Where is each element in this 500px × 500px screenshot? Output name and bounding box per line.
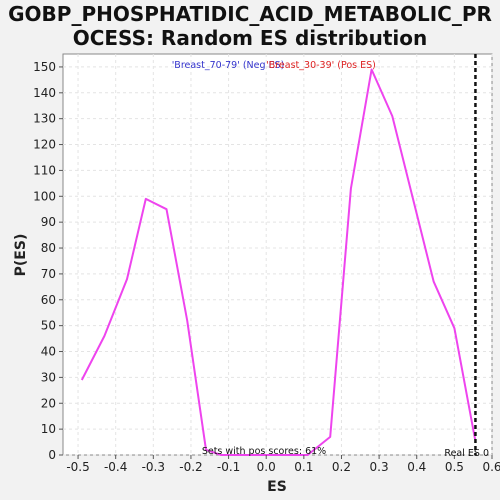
x-axis-label: ES xyxy=(267,479,287,495)
y-tick-label: 130 xyxy=(33,112,56,126)
y-tick-label: 70 xyxy=(41,267,56,281)
chart-title: GOBP_PHOSPHATIDIC_ACID_METABOLIC_PR OCES… xyxy=(0,2,500,50)
x-tick-label: -0.5 xyxy=(66,460,89,474)
y-tick-label: 120 xyxy=(33,138,56,152)
x-tick-label: 0.1 xyxy=(294,460,313,474)
real-es-annotation: Real ES 0 xyxy=(444,448,489,459)
grid-lines xyxy=(63,54,493,456)
y-tick-label: 0 xyxy=(48,448,56,462)
y-axis-label: P(ES) xyxy=(13,234,29,277)
chart-marks xyxy=(80,54,477,456)
y-tick-label: 40 xyxy=(41,345,56,359)
y-tick-label: 80 xyxy=(41,241,56,255)
y-tick-label: 30 xyxy=(41,370,56,384)
x-tick-label: 0.3 xyxy=(370,460,389,474)
x-tick-label: 0.6 xyxy=(482,460,500,474)
y-tick-label: 110 xyxy=(33,163,56,177)
x-tick-label: -0.4 xyxy=(104,460,127,474)
y-tick-label: 10 xyxy=(41,422,56,436)
y-tick-label: 20 xyxy=(41,396,56,410)
y-tick-label: 50 xyxy=(41,319,56,333)
pos-scores-annotation: Sets with pos scores: 61% xyxy=(202,446,326,457)
x-tick-label: 0.5 xyxy=(445,460,464,474)
x-tick-label: 0.4 xyxy=(407,460,426,474)
chart-title-line-1: GOBP_PHOSPHATIDIC_ACID_METABOLIC_PR xyxy=(8,2,492,26)
y-tick-label: 100 xyxy=(33,189,56,203)
x-tick-label: -0.2 xyxy=(179,460,202,474)
x-tick-label: -0.1 xyxy=(217,460,240,474)
x-tick-label: 0.2 xyxy=(332,460,351,474)
legend-pos-es: 'Breast_30-39' (Pos ES) xyxy=(266,60,376,71)
y-tick-label: 60 xyxy=(41,293,56,307)
x-tick-label: -0.3 xyxy=(142,460,165,474)
chart-title-line-2: OCESS: Random ES distribution xyxy=(72,26,428,50)
legend-neg-es: 'Breast_70-79' (Neg ES) xyxy=(172,60,285,71)
es-distribution-line xyxy=(80,68,477,456)
x-tick-label: 0.0 xyxy=(257,460,276,474)
tick-labels: -0.5 -0.4 -0.3 -0.2 -0.1 0.0 0.1 0.2 0.3 0.4 0.5 0.… xyxy=(33,60,500,474)
y-tick-label: 90 xyxy=(41,215,56,229)
y-tick-label: 140 xyxy=(33,86,56,100)
plot-area xyxy=(62,53,493,456)
y-tick-label: 150 xyxy=(33,60,56,74)
